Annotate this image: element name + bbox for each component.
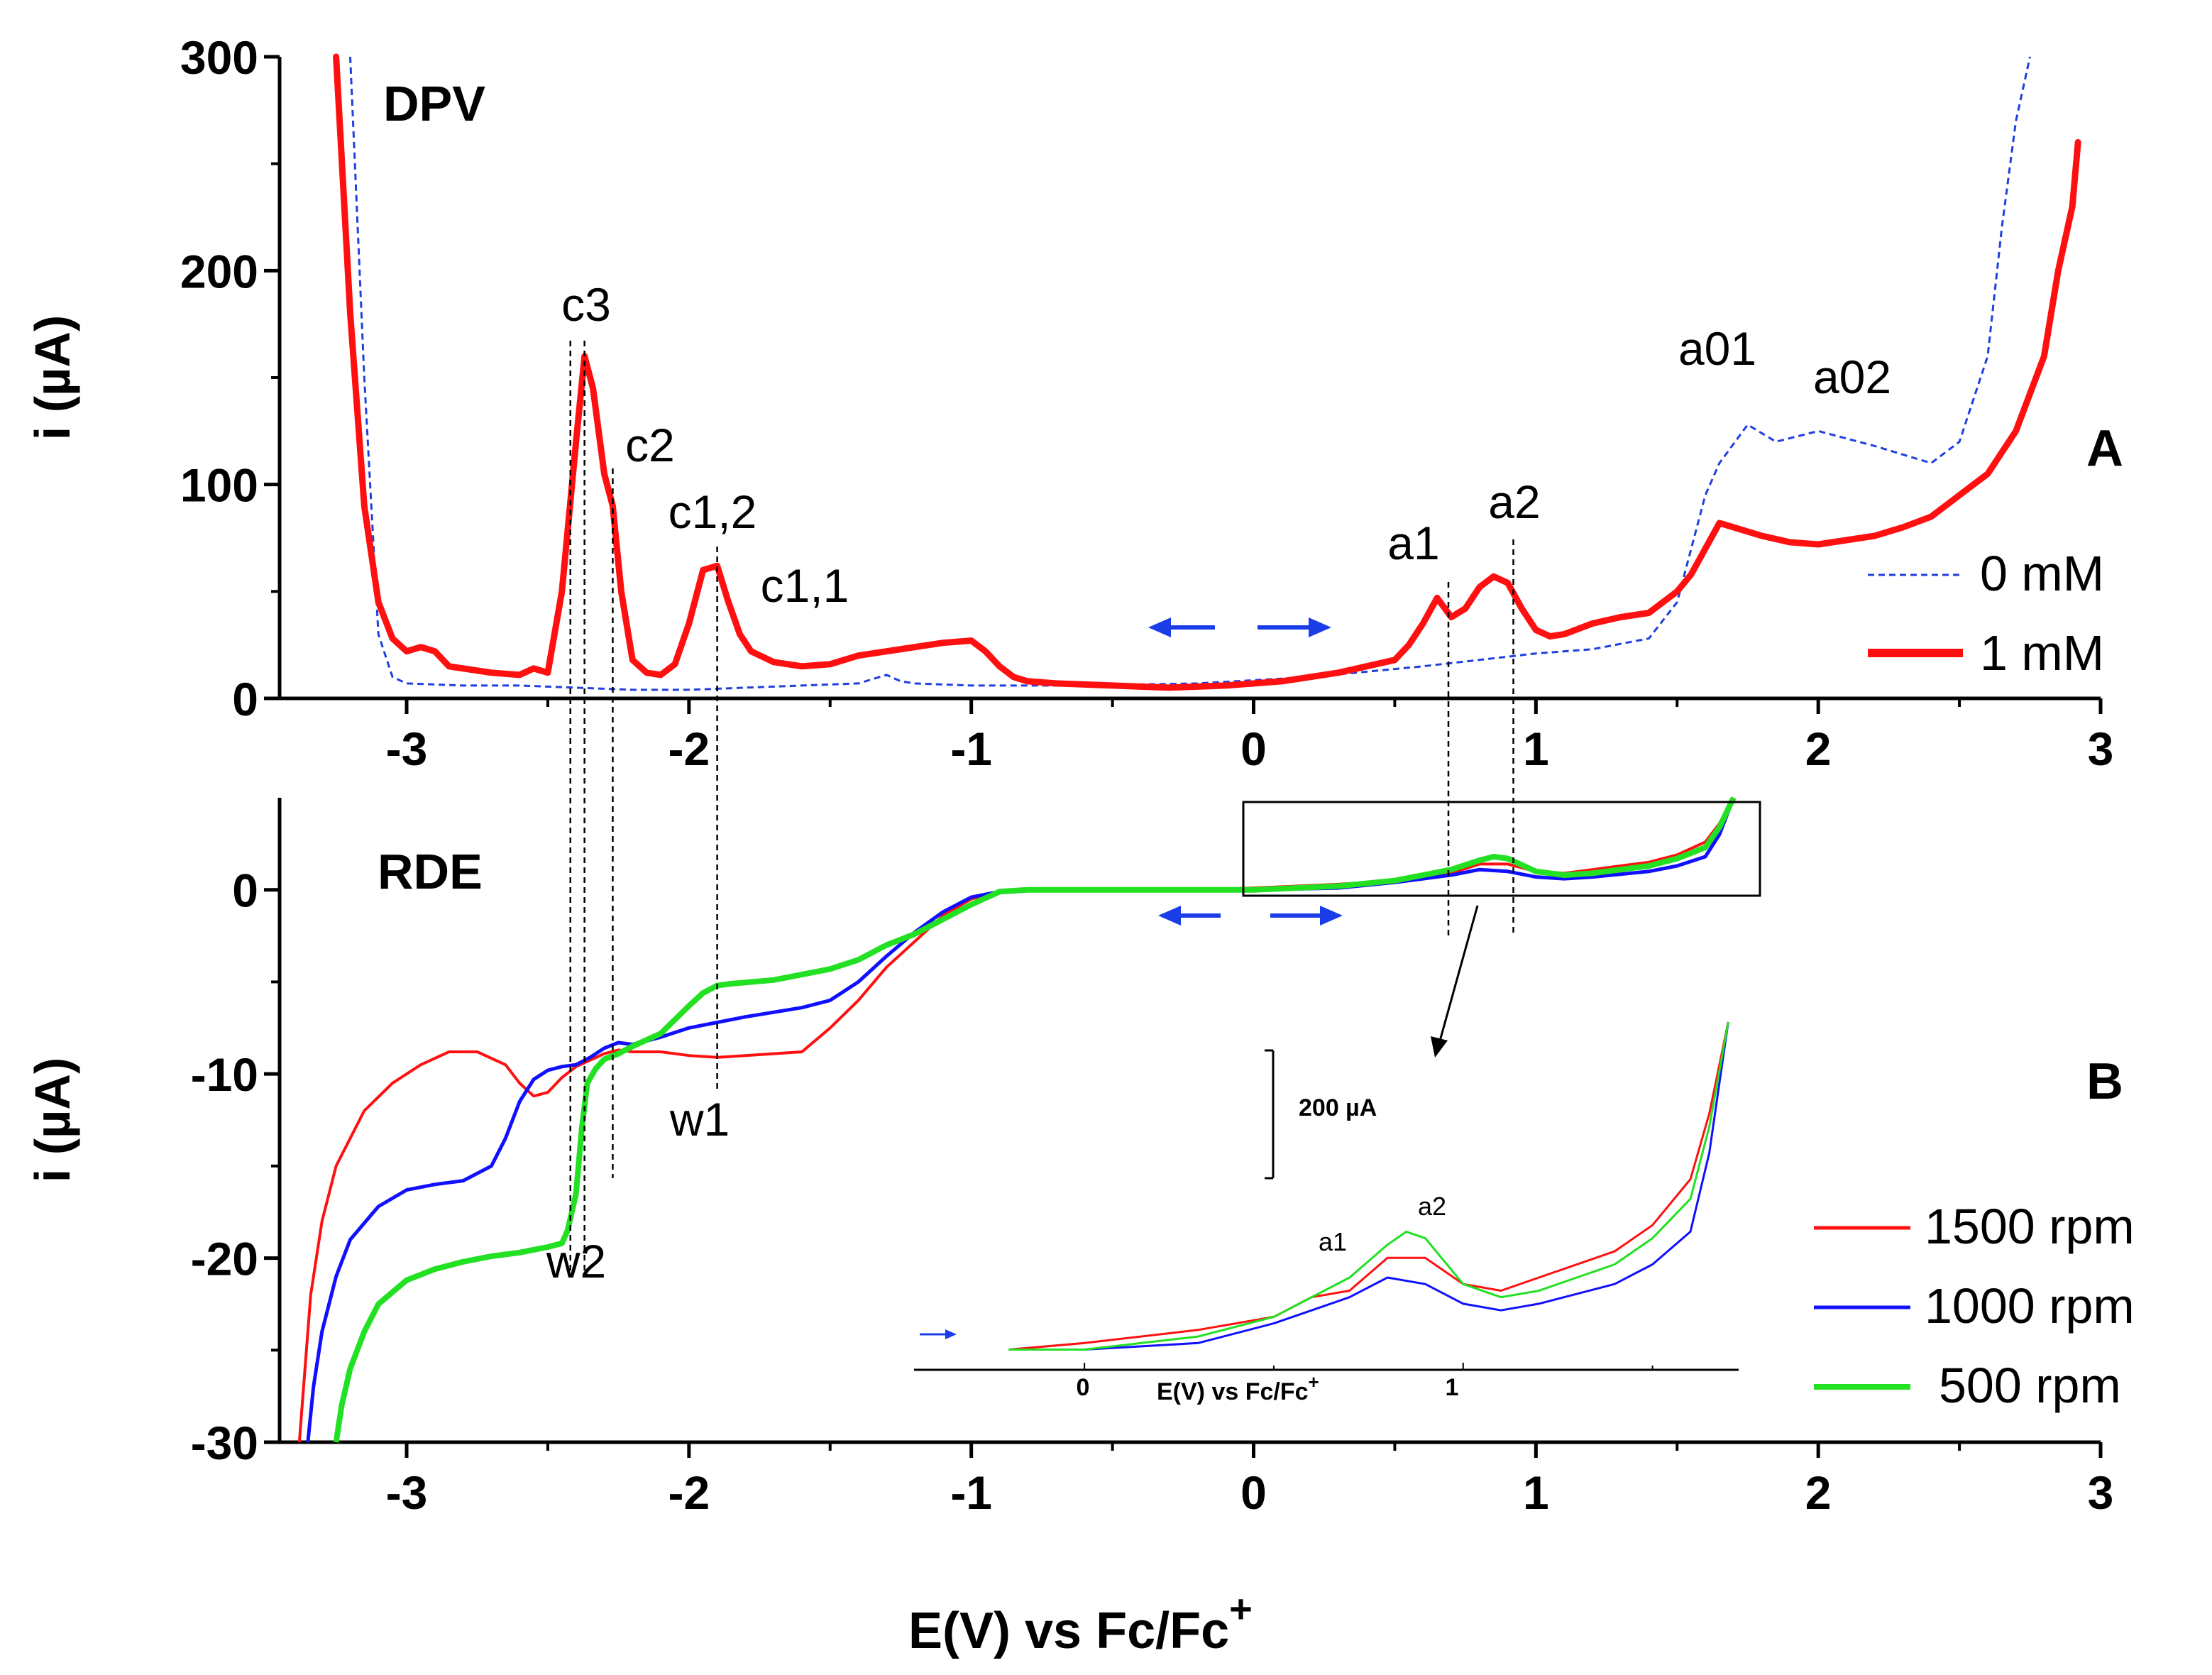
dpv-x-tick-label: -3 — [386, 723, 428, 775]
dpv-x-tick-label: 1 — [1523, 723, 1549, 775]
zoom-pointer-line — [1438, 905, 1479, 1044]
legend-label-1000rpm: 1000 rpm — [1925, 1278, 2135, 1334]
peak-label-a1: a1 — [1387, 517, 1439, 569]
rde-x-tick-label: 0 — [1240, 1466, 1267, 1519]
dpv-arrow-right-head — [1309, 617, 1331, 637]
inset-series-1000rpm-line — [1008, 1021, 1729, 1351]
rde-y-label: i (µA) — [25, 1058, 80, 1182]
dpv-title: DPV — [383, 76, 485, 131]
dpv-y-tick-label: 200 — [180, 245, 258, 297]
x-axis-label-text: E(V) vs Fc/Fc — [908, 1603, 1229, 1659]
rde-title: RDE — [378, 844, 483, 899]
rde-y-tick-label: -20 — [191, 1233, 258, 1285]
rde-x-tick-label: -3 — [386, 1466, 428, 1519]
peak-label-a01: a01 — [1678, 322, 1756, 375]
inset-x-label-text: E(V) vs Fc/Fc — [1157, 1378, 1309, 1405]
rde-y-tick-label: -10 — [191, 1048, 258, 1101]
inset-series-500rpm-line — [1008, 1021, 1729, 1351]
dpv-y-ticks: 0 100 200 300 — [180, 31, 280, 725]
rde-y-ticks: -30 -20 -10 0 — [191, 864, 280, 1469]
rde-x-tick-label: 1 — [1523, 1466, 1549, 1519]
legend-label-0mm: 0 mM — [1980, 546, 2104, 601]
panel-letter-b: B — [2086, 1053, 2123, 1110]
inset-x-tick-1: 1 — [1446, 1374, 1459, 1401]
dpv-x-tick-label: -1 — [950, 723, 992, 775]
inset-x-label: E(V) vs Fc/Fc+ — [1157, 1371, 1319, 1405]
dpv-panel: 0 100 200 300 -3 -2 -1 0 1 2 3 DPV A i (µA) c3 c2… — [25, 31, 2123, 775]
peak-label-c1-1: c1,1 — [761, 559, 849, 612]
legend-label-500rpm: 500 rpm — [1939, 1358, 2121, 1413]
inset-scale-label: 200 µA — [1299, 1094, 1377, 1121]
wave-label-w1: w1 — [669, 1093, 730, 1146]
rde-x-tick-label: -1 — [950, 1466, 992, 1519]
inset-peak-label-a1: a1 — [1319, 1227, 1347, 1256]
rde-series-1000rpm-line — [306, 797, 1736, 1443]
peak-label-a2: a2 — [1488, 476, 1540, 528]
dpv-series-1mm-line — [333, 53, 2081, 691]
inset-x-label-sup: + — [1309, 1371, 1319, 1393]
rde-arrow-right-head — [1320, 906, 1343, 926]
dpv-arrow-left-head — [1148, 617, 1171, 637]
rde-x-ticks: -3 -2 -1 0 1 2 3 — [386, 1442, 2114, 1519]
dpv-y-tick-label: 0 — [232, 673, 258, 725]
peak-guide-lines — [569, 341, 1514, 1278]
rde-legend: 1500 rpm 1000 rpm 500 rpm — [1814, 1199, 2135, 1413]
zoom-pointer-head — [1431, 1036, 1448, 1058]
panel-letter-a: A — [2086, 420, 2123, 477]
rde-series-1500rpm-line — [297, 797, 1735, 1443]
rde-panel: -30-20-100 -3 -2 -1 0 1 2 3 RDE B i (µA) w1 w2… — [25, 796, 2135, 1519]
dpv-y-tick-label: 300 — [180, 31, 258, 84]
inset-x-ticks — [1084, 1363, 1654, 1370]
peak-label-a02: a02 — [1813, 351, 1891, 403]
dpv-y-label: i (µA) — [25, 315, 80, 440]
dpv-x-tick-label: -2 — [668, 723, 710, 775]
legend-label-1500rpm: 1500 rpm — [1925, 1199, 2135, 1254]
zoom-box — [1242, 801, 1761, 897]
dpv-y-tick-label: 100 — [180, 459, 258, 512]
x-axis-label-sup: + — [1229, 1586, 1253, 1631]
inset-series-1500rpm-line — [1008, 1021, 1729, 1351]
rde-x-tick-label: 3 — [2088, 1466, 2114, 1519]
legend-label-1mm: 1 mM — [1980, 625, 2104, 681]
inset-plot: 200 µA 0 1 E(V) vs Fc/Fc+ a1 a2 — [914, 1021, 1739, 1405]
rde-series — [297, 796, 1737, 1443]
dpv-x-tick-label: 2 — [1805, 723, 1832, 775]
rde-y-tick-label: -30 — [191, 1417, 258, 1469]
x-axis-label: E(V) vs Fc/Fc+ — [908, 1586, 1253, 1659]
dpv-x-ticks: -3 -2 -1 0 1 2 3 — [386, 698, 2114, 775]
rde-y-tick-label: 0 — [232, 864, 258, 917]
dpv-x-tick-label: 0 — [1240, 723, 1267, 775]
rde-x-tick-label: 2 — [1805, 1466, 1832, 1519]
rde-scan-direction-arrows — [1158, 906, 1343, 926]
dpv-scan-direction-arrows — [1148, 617, 1331, 637]
peak-label-c2: c2 — [625, 419, 675, 471]
inset-series — [1008, 1021, 1729, 1351]
peak-label-c1-2: c1,2 — [668, 485, 757, 538]
dpv-legend: 0 mM 1 mM — [1868, 546, 2104, 681]
inset-x-tick-0: 0 — [1077, 1374, 1090, 1401]
dpv-series — [333, 53, 2081, 691]
peak-label-c3: c3 — [561, 278, 611, 331]
inset-arrow-head — [945, 1329, 957, 1339]
wave-label-w2: w2 — [546, 1235, 606, 1287]
dpv-x-tick-label: 3 — [2088, 723, 2114, 775]
rde-arrow-left-head — [1158, 906, 1181, 926]
rde-series-500rpm-line — [333, 796, 1737, 1443]
inset-peak-label-a2: a2 — [1418, 1192, 1446, 1221]
rde-x-tick-label: -2 — [668, 1466, 710, 1519]
